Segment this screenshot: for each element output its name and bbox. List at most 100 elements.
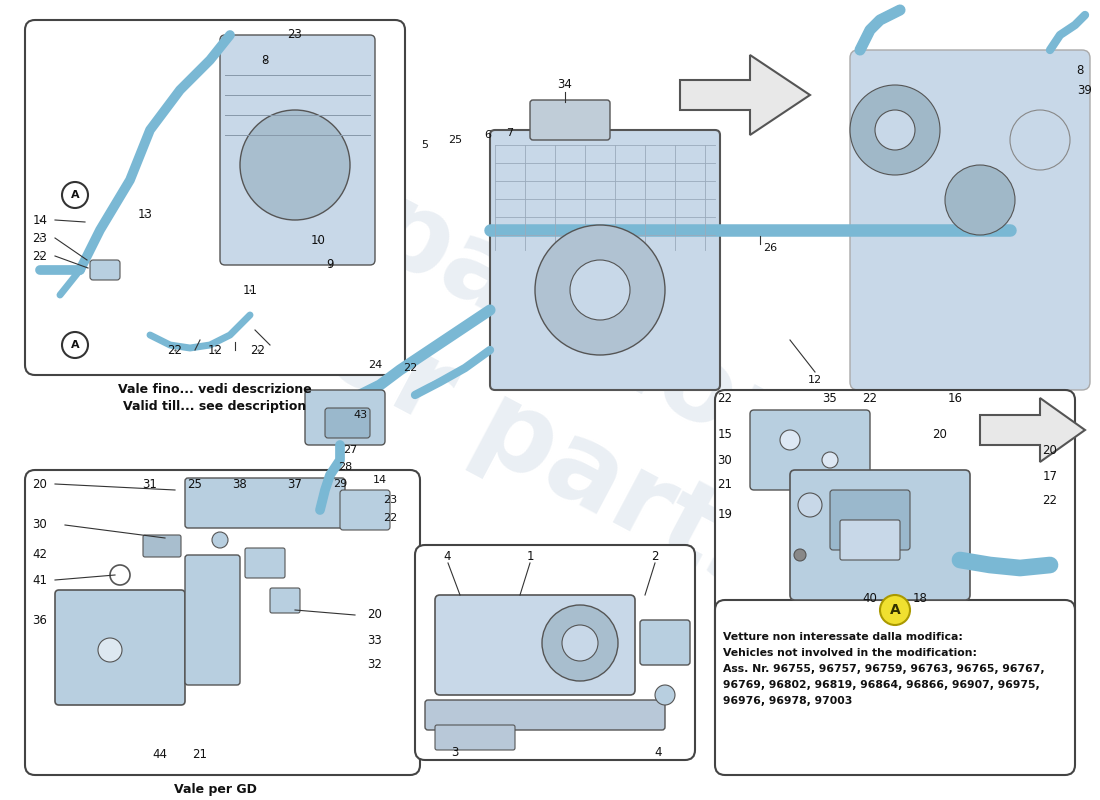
FancyBboxPatch shape [324,408,370,438]
Text: 6: 6 [484,130,492,140]
FancyBboxPatch shape [434,595,635,695]
Text: 41: 41 [33,574,47,586]
Text: 44: 44 [153,749,167,762]
Circle shape [570,260,630,320]
FancyBboxPatch shape [25,470,420,775]
Text: 23: 23 [383,495,397,505]
Text: A: A [70,340,79,350]
FancyBboxPatch shape [715,390,1075,660]
Text: Vehicles not involved in the modification:: Vehicles not involved in the modificatio… [723,648,977,658]
Circle shape [798,493,822,517]
Text: 7: 7 [506,128,514,138]
FancyBboxPatch shape [434,725,515,750]
Text: 22: 22 [1043,494,1057,506]
Text: 22: 22 [383,513,397,523]
Text: 43: 43 [353,410,367,420]
Polygon shape [980,398,1085,462]
Circle shape [880,595,910,625]
FancyBboxPatch shape [850,50,1090,390]
FancyBboxPatch shape [220,35,375,265]
Text: 30: 30 [33,518,47,531]
Text: 17: 17 [1043,470,1057,482]
Text: 22: 22 [251,343,265,357]
Circle shape [1010,110,1070,170]
Text: 18: 18 [913,591,927,605]
Text: Vale per GD
Valid for GD: Vale per GD Valid for GD [173,783,257,800]
FancyBboxPatch shape [55,590,185,705]
Circle shape [654,685,675,705]
Text: 13: 13 [138,209,153,222]
Text: Vale fino... vedi descrizione
Valid till... see description: Vale fino... vedi descrizione Valid till… [118,383,312,413]
Text: 32: 32 [367,658,383,671]
FancyBboxPatch shape [340,490,390,530]
Text: 10: 10 [310,234,326,246]
Text: 2: 2 [651,550,659,563]
Text: 31: 31 [143,478,157,490]
FancyBboxPatch shape [143,535,182,557]
Circle shape [874,110,915,150]
Circle shape [110,565,130,585]
Circle shape [850,85,940,175]
Circle shape [542,605,618,681]
Text: 20: 20 [367,609,383,622]
Text: 21: 21 [192,749,208,762]
Text: 14: 14 [33,214,47,226]
Text: 42: 42 [33,549,47,562]
FancyBboxPatch shape [790,470,970,600]
Text: 29: 29 [333,479,348,489]
Text: 23: 23 [287,29,303,42]
Text: 11: 11 [242,283,257,297]
Text: 8: 8 [1076,63,1084,77]
Text: 40: 40 [862,591,878,605]
Text: Vetture non interessate dalla modifica:: Vetture non interessate dalla modifica: [723,632,962,642]
Text: 39: 39 [1078,83,1092,97]
FancyBboxPatch shape [185,478,345,528]
Circle shape [945,165,1015,235]
Text: 19: 19 [717,509,733,522]
Text: 96769, 96802, 96819, 96864, 96866, 96907, 96975,: 96769, 96802, 96819, 96864, 96866, 96907… [723,680,1040,690]
Text: 38: 38 [232,478,248,490]
FancyBboxPatch shape [490,130,720,390]
Text: Ass. Nr. 96755, 96757, 96759, 96763, 96765, 96767,: Ass. Nr. 96755, 96757, 96759, 96763, 967… [723,664,1045,674]
Circle shape [62,332,88,358]
Text: 8: 8 [262,54,268,66]
Circle shape [240,110,350,220]
Text: 4: 4 [654,746,662,759]
Circle shape [212,532,228,548]
Text: 34: 34 [558,78,572,91]
Text: 1: 1 [526,550,534,563]
Text: 96976, 96978, 97003: 96976, 96978, 97003 [723,696,852,706]
Text: 36: 36 [33,614,47,626]
Text: 26: 26 [763,243,777,253]
Text: 14: 14 [373,475,387,485]
Text: 22: 22 [403,363,417,373]
Circle shape [562,625,598,661]
FancyBboxPatch shape [305,390,385,445]
FancyBboxPatch shape [245,548,285,578]
Text: 25: 25 [188,478,202,490]
Text: 4: 4 [443,550,451,563]
FancyBboxPatch shape [270,588,300,613]
Text: A: A [70,190,79,200]
Text: 30: 30 [717,454,733,466]
Circle shape [794,549,806,561]
Text: 24: 24 [367,360,382,370]
FancyBboxPatch shape [840,520,900,560]
Text: 25: 25 [448,135,462,145]
Circle shape [780,430,800,450]
Text: 20: 20 [1043,443,1057,457]
Text: 22: 22 [862,391,878,405]
Text: 12: 12 [807,375,822,385]
Text: 21: 21 [717,478,733,491]
FancyBboxPatch shape [640,620,690,665]
Text: 27: 27 [343,445,358,455]
Text: 28: 28 [338,462,352,472]
FancyBboxPatch shape [25,20,405,375]
Circle shape [535,225,666,355]
Text: 22: 22 [717,391,733,405]
Text: 22: 22 [33,250,47,262]
Circle shape [822,452,838,468]
FancyBboxPatch shape [425,700,666,730]
Text: 3: 3 [451,746,459,759]
FancyBboxPatch shape [185,555,240,685]
